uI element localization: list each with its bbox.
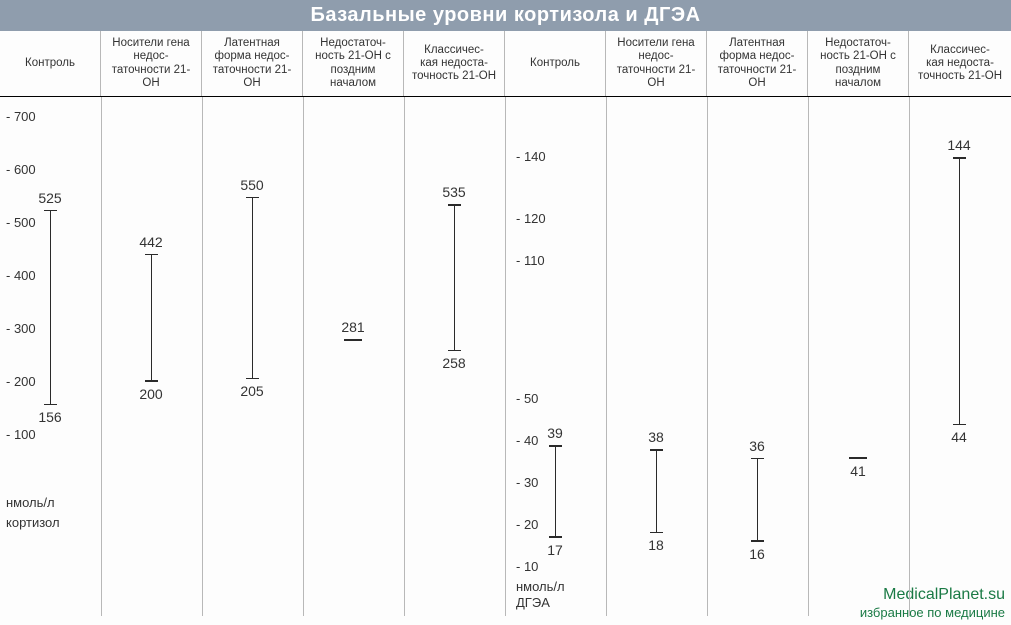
footer-subtitle: избранное по медицине [860,605,1005,620]
value-label: 18 [648,537,664,553]
axis-unit-right: нмоль/л [516,579,565,594]
y-tick-left: - 600 [6,162,36,177]
header-cell: Классичес-кая недоста-точность 21-OH [909,31,1011,96]
y-tick-right: - 30 [516,475,538,490]
column-divider [707,97,708,616]
value-label: 36 [749,438,765,454]
header-cell: Носители гена недос-таточности 21-OH [606,31,707,96]
y-tick-right: - 140 [516,149,546,164]
range-bar [656,449,657,533]
header-cell: Недостаточ-ность 21-OH с поздним началом [303,31,404,96]
plot-area: MedicalPlanet.su избранное по медицине -… [0,97,1011,622]
axis-unit-left: кортизол [6,515,60,530]
y-tick-left: - 200 [6,374,36,389]
range-point [344,339,362,341]
range-bar [151,254,152,382]
column-headers: КонтрольНосители гена недос-таточности 2… [0,31,1011,97]
value-label: 17 [547,542,563,558]
y-tick-right: - 50 [516,391,538,406]
value-label: 442 [139,234,162,250]
value-label: 205 [240,383,263,399]
header-cell: Классичес-кая недоста-точность 21-OH [404,31,505,96]
value-label: 258 [442,355,465,371]
range-bar [555,445,556,537]
range-bar [959,157,960,425]
axis-unit-right: ДГЭА [516,595,550,610]
header-cell: Контроль [0,31,101,96]
header-cell: Недостаточ-ность 21-OH с поздним началом [808,31,909,96]
range-bar [454,204,455,351]
column-divider [909,97,910,616]
value-label: 156 [38,409,61,425]
range-bar [757,458,758,542]
y-tick-left: - 100 [6,427,36,442]
range-point [849,457,867,459]
column-divider [606,97,607,616]
footer-brand: MedicalPlanet.su [883,586,1005,604]
y-tick-left: - 500 [6,215,36,230]
value-label: 200 [139,386,162,402]
range-bar [252,197,253,380]
value-label: 39 [547,425,563,441]
column-divider [303,97,304,616]
y-tick-left: - 300 [6,321,36,336]
value-label: 550 [240,177,263,193]
y-tick-right: - 10 [516,559,538,574]
header-cell: Носители гена недос-таточности 21-OH [101,31,202,96]
axis-unit-left: нмоль/л [6,495,55,510]
value-label: 44 [951,429,967,445]
column-divider [404,97,405,616]
value-label: 281 [341,319,364,335]
value-label: 41 [850,463,866,479]
column-divider [808,97,809,616]
header-cell: Латентная форма недос-таточности 21-OH [707,31,808,96]
column-divider [202,97,203,616]
y-tick-right: - 110 [516,253,545,268]
y-tick-left: - 700 [6,109,36,124]
header-cell: Контроль [505,31,606,96]
value-label: 16 [749,546,765,562]
y-tick-right: - 40 [516,433,538,448]
value-label: 535 [442,184,465,200]
header-cell: Латентная форма недос-таточности 21-OH [202,31,303,96]
column-divider [505,97,506,616]
column-divider [101,97,102,616]
chart-title: Базальные уровни кортизола и ДГЭА [0,0,1011,31]
y-tick-right: - 120 [516,211,546,226]
value-label: 144 [947,137,970,153]
value-label: 38 [648,429,664,445]
value-label: 525 [38,190,61,206]
y-tick-left: - 400 [6,268,36,283]
range-bar [50,210,51,406]
y-tick-right: - 20 [516,517,538,532]
